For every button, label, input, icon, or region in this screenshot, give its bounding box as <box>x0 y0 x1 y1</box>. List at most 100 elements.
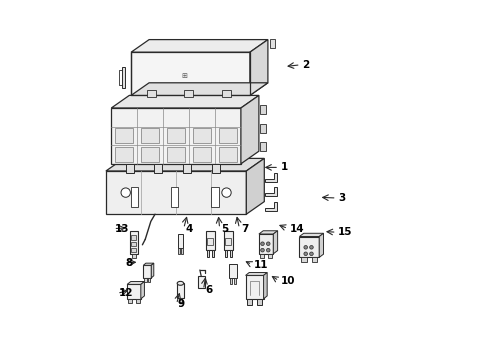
Bar <box>144 278 146 282</box>
Bar <box>229 250 231 257</box>
Polygon shape <box>273 231 277 254</box>
Polygon shape <box>258 231 277 234</box>
Bar <box>167 147 185 162</box>
Polygon shape <box>269 40 275 49</box>
Bar <box>233 278 235 284</box>
Bar <box>131 242 136 246</box>
Text: 4: 4 <box>185 224 192 234</box>
Bar <box>131 235 136 239</box>
Bar <box>167 129 185 143</box>
Circle shape <box>303 252 307 256</box>
Bar <box>179 298 182 302</box>
Bar <box>135 299 140 303</box>
Bar <box>260 254 264 258</box>
Bar <box>147 90 156 97</box>
Bar <box>259 142 265 151</box>
Bar <box>206 250 208 257</box>
Bar <box>259 105 265 114</box>
Polygon shape <box>264 202 276 211</box>
Polygon shape <box>249 40 267 95</box>
Bar <box>115 129 133 143</box>
Bar <box>141 129 159 143</box>
Bar <box>154 164 162 173</box>
Polygon shape <box>106 171 246 214</box>
Text: 3: 3 <box>337 193 345 203</box>
Polygon shape <box>299 237 319 257</box>
Circle shape <box>121 188 130 197</box>
Bar <box>148 278 150 282</box>
Polygon shape <box>111 95 258 108</box>
Ellipse shape <box>177 282 183 285</box>
Polygon shape <box>143 265 151 278</box>
Bar <box>141 147 159 162</box>
Text: 11: 11 <box>253 260 267 270</box>
Circle shape <box>222 188 231 197</box>
Text: ⊞: ⊞ <box>181 73 187 79</box>
Bar <box>177 283 183 298</box>
Text: 6: 6 <box>204 285 212 295</box>
Bar <box>131 248 136 252</box>
Text: 8: 8 <box>125 258 133 268</box>
Polygon shape <box>131 83 267 95</box>
Bar <box>125 164 133 173</box>
Bar <box>211 187 218 207</box>
Circle shape <box>260 248 264 252</box>
Polygon shape <box>245 275 263 299</box>
Bar <box>128 299 132 303</box>
Circle shape <box>309 252 313 256</box>
Polygon shape <box>241 95 258 164</box>
Bar <box>193 129 211 143</box>
Bar <box>224 250 226 257</box>
Text: 9: 9 <box>178 299 184 309</box>
Text: 7: 7 <box>241 224 248 234</box>
Circle shape <box>309 246 313 249</box>
Polygon shape <box>131 40 267 52</box>
Polygon shape <box>143 263 153 265</box>
Bar <box>311 257 317 262</box>
Polygon shape <box>122 67 124 88</box>
Bar <box>301 257 306 262</box>
Bar <box>171 187 178 207</box>
Circle shape <box>266 248 269 252</box>
Text: 2: 2 <box>302 60 309 70</box>
Bar <box>205 231 214 250</box>
Polygon shape <box>151 263 153 278</box>
Bar <box>177 234 183 248</box>
Polygon shape <box>246 158 264 214</box>
Text: 10: 10 <box>280 276 294 286</box>
Bar <box>267 254 271 258</box>
Bar <box>131 187 138 207</box>
Polygon shape <box>299 233 323 237</box>
Bar <box>198 276 204 288</box>
Bar <box>247 299 251 305</box>
Bar <box>115 147 133 162</box>
Bar <box>219 129 237 143</box>
Text: 15: 15 <box>337 227 352 237</box>
Bar <box>219 147 237 162</box>
Bar <box>229 264 236 278</box>
Circle shape <box>303 246 307 249</box>
Text: 1: 1 <box>280 162 287 172</box>
Bar <box>225 238 231 244</box>
Bar <box>221 90 230 97</box>
Text: 13: 13 <box>115 224 129 234</box>
Text: 5: 5 <box>221 224 228 234</box>
Bar <box>211 250 213 257</box>
Polygon shape <box>258 234 273 254</box>
Text: 12: 12 <box>118 288 133 298</box>
Circle shape <box>260 242 264 246</box>
Bar <box>181 248 183 254</box>
Polygon shape <box>127 282 144 284</box>
Polygon shape <box>263 273 266 299</box>
Polygon shape <box>111 108 241 164</box>
Polygon shape <box>264 187 276 196</box>
Bar <box>129 231 137 254</box>
Text: 14: 14 <box>289 224 304 234</box>
Polygon shape <box>245 273 266 275</box>
Bar <box>193 147 211 162</box>
Bar <box>207 238 213 244</box>
Polygon shape <box>264 173 276 182</box>
Polygon shape <box>131 52 249 95</box>
Bar <box>257 299 261 305</box>
Bar <box>178 248 180 254</box>
